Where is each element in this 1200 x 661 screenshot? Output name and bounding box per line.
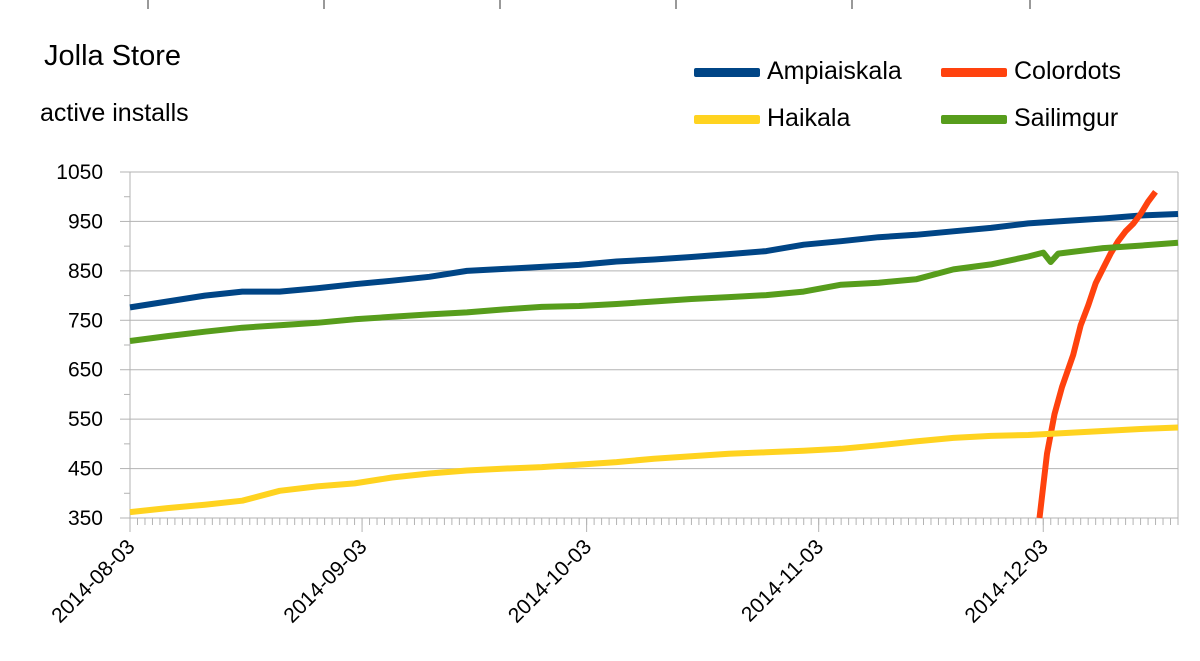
legend-label-haikala: Haikala bbox=[767, 104, 851, 132]
x-tick-label-3: 2014-11-03 bbox=[737, 535, 828, 626]
legend-label-ampiaiskala: Ampiaiskala bbox=[767, 57, 902, 85]
series-line-sailimgur bbox=[129, 239, 1179, 344]
y-tick-label-650: 650 bbox=[68, 359, 103, 382]
x-tick-label-2: 2014-10-03 bbox=[504, 535, 596, 627]
y-tick-label-450: 450 bbox=[68, 458, 103, 481]
legend-swatch-ampiaiskala bbox=[694, 68, 760, 77]
legend-label-colordots: Colordots bbox=[1014, 57, 1121, 85]
x-tick-label-1: 2014-09-03 bbox=[279, 535, 371, 627]
y-tick-label-350: 350 bbox=[68, 507, 103, 530]
series-line-haikala bbox=[129, 424, 1179, 516]
x-tick-label-0: 2014-08-03 bbox=[47, 535, 139, 627]
y-tick-label-550: 550 bbox=[68, 408, 103, 431]
legend-label-sailimgur: Sailimgur bbox=[1014, 104, 1119, 132]
x-tick-label-4: 2014-12-03 bbox=[961, 535, 1053, 627]
x-axis: 2014-08-03 2014-09-03 2014-10-03 2014-11-03… bbox=[47, 517, 1178, 627]
top-tick-marks bbox=[147, 0, 1031, 9]
gridlines bbox=[129, 171, 1179, 519]
legend-swatch-haikala bbox=[694, 115, 760, 124]
y-tick-label-1050: 1050 bbox=[56, 161, 103, 184]
y-tick-label-850: 850 bbox=[68, 260, 103, 283]
y-tick-label-750: 750 bbox=[68, 309, 103, 332]
x-minor-ticks bbox=[129, 518, 1179, 525]
y-axis: 350 450 550 650 750 850 950 1050 bbox=[56, 161, 130, 530]
chart-subtitle: active installs bbox=[40, 99, 189, 127]
y-tick-label-950: 950 bbox=[68, 210, 103, 233]
chart-title: Jolla Store bbox=[44, 40, 182, 72]
series-line-colordots bbox=[1036, 190, 1158, 519]
legend-swatch-sailimgur bbox=[941, 115, 1007, 124]
series-lines bbox=[129, 190, 1179, 519]
legend-swatch-colordots bbox=[941, 68, 1007, 77]
series-line-ampiaiskala bbox=[129, 211, 1179, 311]
